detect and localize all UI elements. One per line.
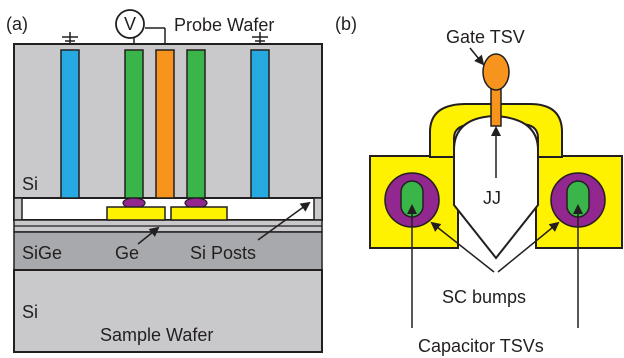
ground-icon-left bbox=[62, 32, 78, 45]
sc-bumps-arrow-right bbox=[497, 221, 560, 273]
si-top-label: Si bbox=[22, 174, 38, 194]
panel-b-label: (b) bbox=[335, 14, 357, 34]
capacitor-tsvs-label: Capacitor TSVs bbox=[418, 336, 544, 356]
si-posts-label: Si Posts bbox=[190, 243, 256, 263]
center-shield bbox=[453, 114, 539, 260]
ge-label: Ge bbox=[115, 243, 139, 263]
si-post-left bbox=[13, 197, 23, 221]
panel-a: (a) bbox=[6, 9, 323, 353]
sample-wafer bbox=[13, 269, 323, 353]
ge-arrow bbox=[137, 226, 160, 245]
panel-a-label: (a) bbox=[6, 14, 28, 34]
pad-right bbox=[170, 206, 228, 221]
gate-tsv-stem bbox=[490, 85, 502, 127]
voltmeter-icon bbox=[115, 9, 145, 39]
gate-tsv-head bbox=[482, 53, 510, 91]
voltmeter-symbol: V bbox=[124, 14, 136, 34]
gate-tsv-label: Gate TSV bbox=[446, 27, 525, 47]
si-post-right bbox=[313, 197, 323, 221]
gap-region bbox=[13, 197, 323, 221]
si-posts-arrow bbox=[257, 201, 311, 241]
panel-b: (b) Gate TSV JJ SC bumps Capacitor TSVs bbox=[335, 14, 623, 356]
sample-wafer-label: Sample Wafer bbox=[100, 325, 213, 345]
sc-bumps-arrow-left bbox=[430, 221, 495, 273]
ground-icon-right bbox=[252, 32, 268, 45]
sige-label: SiGe bbox=[22, 243, 62, 263]
gate-tsv-arrow bbox=[469, 47, 485, 66]
tsv-orange-gate bbox=[155, 49, 175, 199]
tsv-green-left bbox=[124, 49, 144, 199]
sc-bumps-label: SC bumps bbox=[442, 287, 526, 307]
si-bottom-label: Si bbox=[22, 302, 38, 322]
jj-label: JJ bbox=[483, 188, 501, 208]
tsv-blue-right bbox=[250, 49, 270, 199]
tsv-green-right bbox=[186, 49, 206, 199]
pad-left bbox=[106, 206, 166, 221]
probe-wafer-label: Probe Wafer bbox=[174, 15, 274, 35]
tsv-blue-left bbox=[60, 49, 80, 199]
